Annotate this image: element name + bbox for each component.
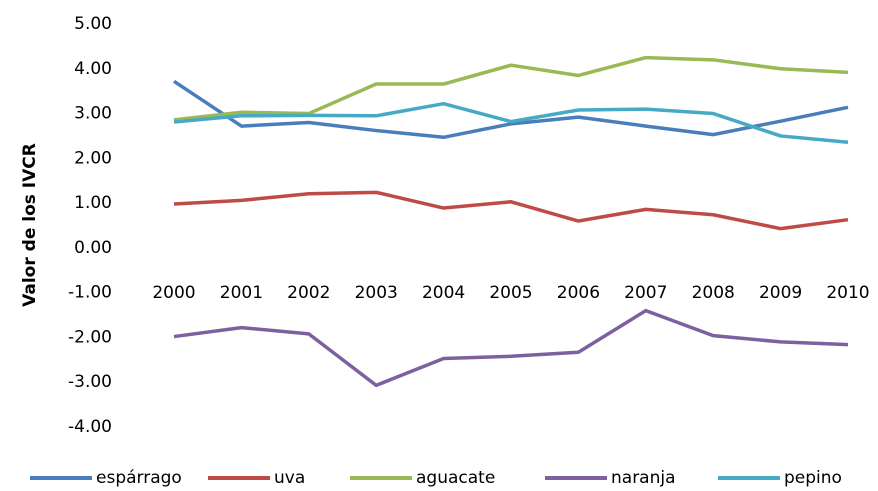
legend-label: uva xyxy=(274,468,305,488)
y-tick-label: -3.00 xyxy=(68,372,112,392)
y-tick-label: 5.00 xyxy=(74,14,112,34)
x-tick-label: 2005 xyxy=(489,283,532,303)
y-tick-label: 0.00 xyxy=(74,238,112,258)
y-tick-label: -2.00 xyxy=(68,327,112,347)
x-tick-label: 2000 xyxy=(152,283,195,303)
x-tick-label: 2010 xyxy=(826,283,869,303)
y-tick-label: 2.00 xyxy=(74,148,112,168)
x-tick-label: 2001 xyxy=(220,283,263,303)
series-line xyxy=(173,101,849,144)
series-line xyxy=(173,190,849,231)
legend-label: pepino xyxy=(784,468,842,488)
legend-label: aguacate xyxy=(416,468,495,488)
y-tick-label: 1.00 xyxy=(74,193,112,213)
legend-label: naranja xyxy=(611,468,676,488)
y-tick-label: 4.00 xyxy=(74,59,112,79)
legend-label: espárrago xyxy=(96,468,182,488)
y-tick-label: 3.00 xyxy=(74,104,112,124)
y-tick-label: -1.00 xyxy=(68,283,112,303)
y-tick-label: -4.00 xyxy=(68,417,112,437)
x-tick-label: 2006 xyxy=(557,283,600,303)
series-line xyxy=(173,79,849,140)
x-tick-label: 2009 xyxy=(759,283,802,303)
x-tick-label: 2007 xyxy=(624,283,667,303)
x-tick-label: 2004 xyxy=(422,283,465,303)
x-tick-label: 2008 xyxy=(692,283,735,303)
x-tick-label: 2003 xyxy=(355,283,398,303)
x-tick-label: 2002 xyxy=(287,283,330,303)
series-line xyxy=(173,308,849,388)
y-axis-label: Valor de los IVCR xyxy=(20,143,40,307)
series-line xyxy=(173,55,849,122)
